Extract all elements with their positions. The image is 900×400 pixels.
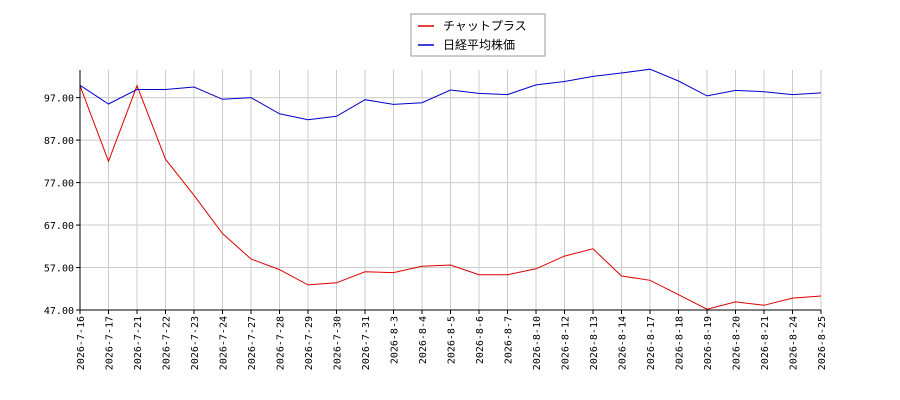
grid-layer [79, 70, 822, 311]
x-tick-label: 2026-7-29 [304, 316, 315, 370]
legend-label-2: 日経平均株価 [443, 37, 515, 52]
y-tick-label: 57.00 [44, 264, 74, 275]
y-tick-label: 77.00 [44, 179, 74, 190]
x-tick-label: 2026-8-12 [561, 316, 572, 370]
y-tick-label: 47.00 [44, 306, 74, 317]
x-tick-label: 2026-8-20 [732, 316, 743, 370]
x-tick-label: 2026-8-6 [475, 316, 486, 364]
legend-box [410, 13, 546, 57]
y-tick-label: 87.00 [44, 136, 74, 147]
x-tick-label: 2026-8-13 [589, 316, 600, 370]
x-tick-label: 2026-7-27 [247, 316, 258, 370]
x-tick-label: 2026-8-3 [390, 316, 401, 364]
x-tick-label: 2026-7-30 [333, 316, 344, 370]
x-tick-label: 2026-7-21 [133, 316, 144, 370]
legend-label-1: チャットプラス [443, 19, 527, 33]
x-tick-label: 2026-8-25 [817, 316, 828, 370]
series-layer [79, 68, 822, 310]
x-tick-label: 2026-7-28 [276, 316, 287, 370]
x-tick-label: 2026-8-14 [618, 316, 629, 370]
x-tick-label: 2026-8-18 [675, 316, 686, 370]
axis-layer: 47.00 57.00 67.00 77.00 87.00 97.00 2026-7-16 2… [44, 70, 828, 370]
x-tick-label: 2026-8-5 [447, 316, 458, 364]
x-tick-label: 2026-8-4 [418, 316, 429, 364]
y-tick-label: 97.00 [44, 94, 74, 105]
x-tick-label: 2026-7-23 [190, 316, 201, 370]
x-tick-label: 2026-8-17 [646, 316, 657, 370]
x-tick-label: 2026-8-24 [789, 316, 800, 370]
x-tick-label: 2026-8-10 [532, 316, 543, 370]
series-line-2 [79, 68, 822, 121]
x-tick-label: 2026-7-24 [219, 316, 230, 370]
x-tick-label: 2026-7-31 [361, 316, 372, 370]
x-tick-label: 2026-7-17 [105, 316, 116, 370]
y-tick-label: 67.00 [44, 221, 74, 232]
x-tick-label: 2026-8-21 [760, 316, 771, 370]
x-tick-label: 2026-8-19 [703, 316, 714, 370]
x-tick-label: 2026-7-22 [162, 316, 173, 370]
x-tick-label: 2026-7-16 [76, 316, 87, 370]
x-tick-label: 2026-8-7 [504, 316, 515, 364]
series-line-1 [79, 84, 822, 310]
